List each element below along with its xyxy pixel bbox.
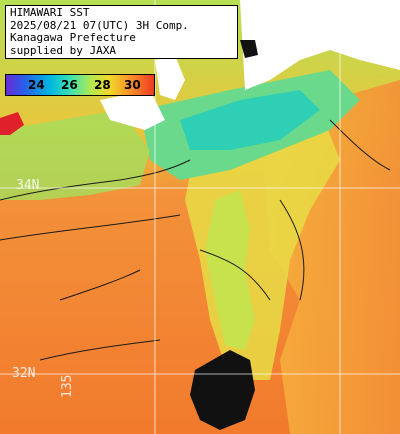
cloud-patch [190, 350, 255, 430]
central-tongue [205, 190, 255, 350]
lat-label-lower: 32N [12, 366, 36, 381]
lon-label-lower: 135 [60, 374, 75, 398]
title-line-3: Kanagawa Prefecture [10, 31, 136, 45]
land-bay-edge [100, 90, 165, 130]
land-north [240, 0, 400, 90]
legend-tick-24: 24 [28, 78, 45, 92]
title-line-4: supplied by JAXA [10, 43, 116, 57]
cloud-patch-small [240, 40, 258, 58]
land-northwest [155, 55, 185, 100]
title-box: HIMAWARI SST 2025/08/21 07(UTC) 3H Comp. K… [5, 5, 238, 59]
legend-tick-28: 28 [94, 78, 111, 92]
title-line-1: HIMAWARI SST [10, 6, 90, 19]
legend-tick-30: 30 [124, 78, 141, 92]
legend-tick-26: 26 [61, 78, 78, 92]
red-coast [0, 112, 24, 135]
coolest-bay [180, 90, 320, 150]
north-west-shelf [0, 110, 150, 200]
title-line-2: 2025/08/21 07(UTC) 3H Comp. [10, 18, 189, 32]
color-legend: 24 26 28 30 [5, 74, 155, 96]
contour-lines [0, 119, 391, 361]
lat-label-upper: 34N [16, 178, 40, 193]
